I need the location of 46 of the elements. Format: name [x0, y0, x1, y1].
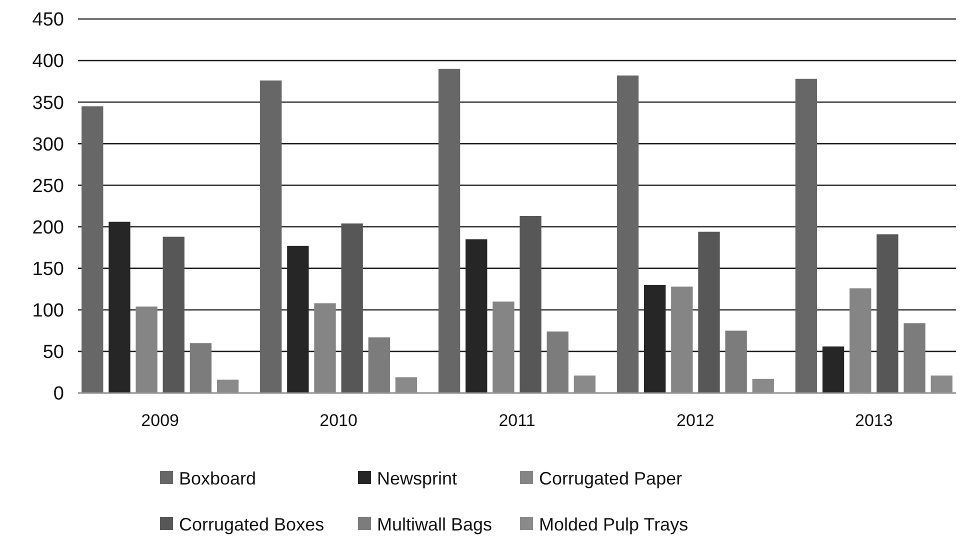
legend-label: Boxboard — [179, 468, 256, 488]
bar — [136, 306, 158, 393]
y-tick-label: 350 — [32, 92, 64, 114]
x-tick-label: 2010 — [320, 411, 358, 430]
bar — [574, 376, 596, 393]
bar — [698, 232, 720, 393]
bar — [395, 377, 418, 393]
bar — [520, 216, 542, 393]
legend-label: Newsprint — [377, 468, 458, 488]
bar — [904, 323, 926, 393]
bar — [876, 234, 898, 393]
x-tick-label: 2013 — [854, 411, 893, 430]
y-tick-label: 150 — [32, 258, 64, 280]
bar — [795, 78, 818, 393]
bar — [671, 286, 693, 393]
bar — [752, 378, 774, 393]
bar — [725, 330, 747, 393]
x-tick-label: 2012 — [676, 411, 714, 430]
x-tick-label: 2011 — [498, 411, 536, 430]
bar — [492, 302, 514, 393]
bar — [368, 337, 390, 393]
bar — [216, 380, 239, 393]
y-tick-label: 50 — [42, 342, 64, 364]
bar — [82, 106, 104, 393]
bar — [314, 303, 336, 393]
legend-label: Corrugated Boxes — [179, 514, 324, 534]
y-tick-label: 200 — [32, 217, 64, 238]
y-tick-label: 450 — [32, 10, 64, 31]
bar — [162, 236, 184, 393]
bar — [190, 343, 212, 393]
legend-label: Corrugated Paper — [539, 468, 682, 488]
legend-label: Multiwall Bags — [377, 514, 492, 534]
y-tick-label: 100 — [32, 300, 64, 322]
bar — [438, 68, 460, 393]
y-tick-label: 400 — [32, 51, 64, 72]
bar — [850, 288, 872, 393]
bar — [546, 332, 568, 393]
bar — [341, 223, 363, 393]
bar — [616, 76, 639, 393]
y-tick-label: 300 — [32, 134, 64, 156]
legend-label: Molded Pulp Trays — [539, 514, 688, 534]
y-tick-label: 0 — [53, 384, 64, 405]
x-tick-label: 2009 — [141, 411, 180, 430]
y-tick-label: 250 — [32, 176, 64, 197]
bar — [930, 376, 952, 393]
bar — [260, 80, 282, 393]
